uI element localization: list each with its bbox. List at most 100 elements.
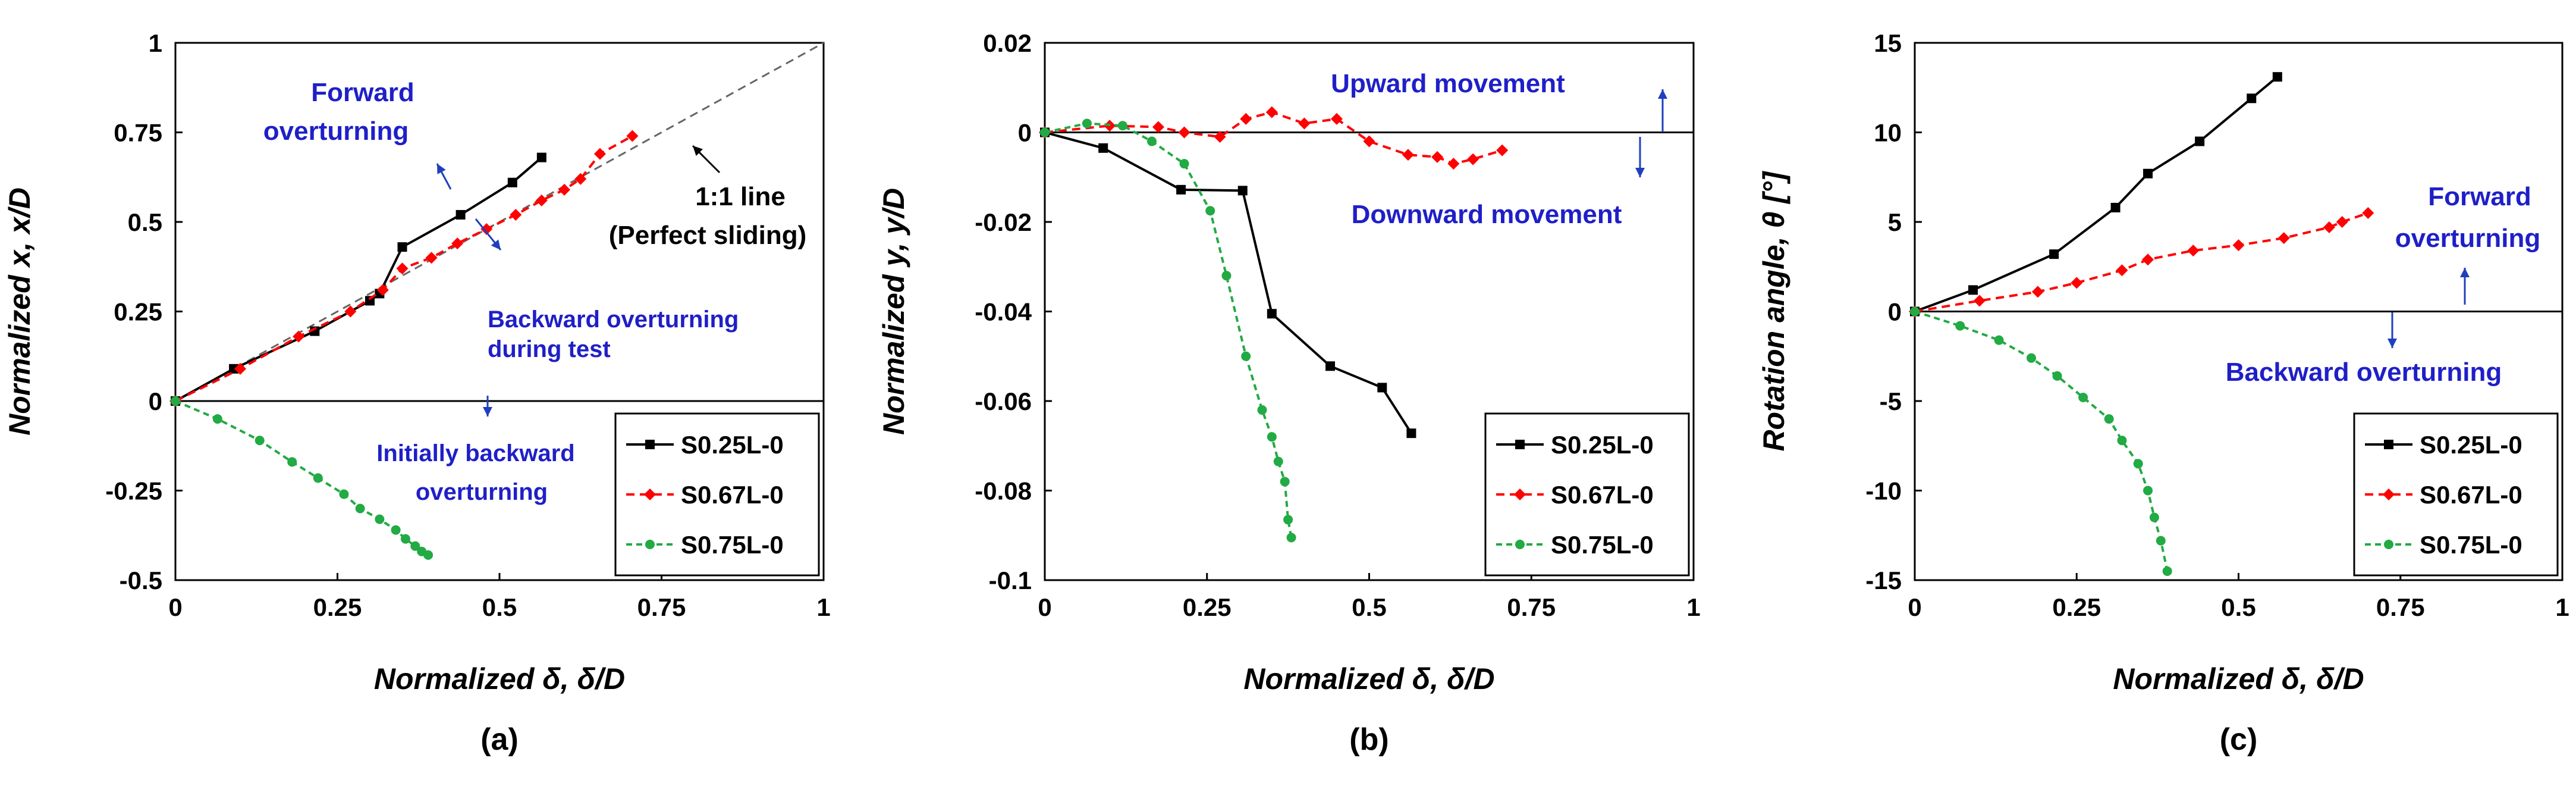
data-point bbox=[397, 242, 407, 252]
data-point bbox=[1325, 361, 1336, 371]
data-point bbox=[1994, 335, 2004, 345]
legend: S0.25L-0 S0.67L-0 S0.75L-0 bbox=[1484, 412, 1690, 577]
data-point bbox=[229, 364, 239, 374]
annotation-forward: overturning bbox=[2395, 224, 2540, 253]
data-point bbox=[1214, 131, 1226, 143]
x-tick-label: 0 bbox=[1908, 593, 1921, 621]
data-point bbox=[400, 534, 410, 544]
data-point bbox=[2104, 414, 2114, 424]
annotation-one-to-one: 1:1 line bbox=[695, 182, 786, 211]
series-s025l-0 bbox=[1040, 127, 1416, 439]
data-point bbox=[1117, 121, 1127, 131]
annotation-forward: Forward bbox=[2428, 182, 2531, 211]
y-tick-label: -0.25 bbox=[105, 477, 162, 505]
panel-c: 0 0.25 0.5 0.75 1 -15 -10 -5 0 5 10 15 Normalized δ,… bbox=[1757, 29, 2569, 757]
data-point bbox=[1040, 127, 1050, 137]
x-tick-label: 0.25 bbox=[313, 593, 362, 621]
data-point bbox=[593, 148, 606, 160]
data-point bbox=[2110, 202, 2121, 212]
data-point bbox=[507, 177, 517, 187]
series-s075l-0 bbox=[171, 396, 433, 560]
annotation-initially-backward: Initially backward bbox=[376, 440, 574, 466]
legend-marker bbox=[1515, 440, 1525, 449]
legend-marker bbox=[1514, 488, 1526, 500]
data-point bbox=[410, 541, 420, 551]
legend-marker bbox=[2383, 488, 2395, 500]
data-point bbox=[2071, 277, 2083, 289]
x-tick-label: 0.5 bbox=[1352, 593, 1386, 621]
y-axis-label: Normalized x, x/D bbox=[3, 187, 36, 436]
forward-arrow-head bbox=[437, 164, 446, 174]
x-tick-label: 0 bbox=[168, 593, 182, 621]
annotation-initially-backward: overturning bbox=[416, 479, 548, 505]
backward-arrow bbox=[2387, 312, 2397, 348]
data-point bbox=[1179, 159, 1189, 169]
data-point bbox=[2247, 93, 2257, 104]
data-point bbox=[1955, 321, 1965, 331]
legend-marker bbox=[645, 540, 655, 549]
data-point bbox=[480, 223, 493, 236]
x-tick-label: 0.5 bbox=[2221, 593, 2255, 621]
legend-entry: S0.75L-0 bbox=[681, 531, 784, 559]
data-point bbox=[1402, 149, 1414, 161]
series-line bbox=[175, 400, 429, 556]
data-point bbox=[355, 503, 365, 513]
data-point bbox=[376, 284, 389, 296]
data-point bbox=[2031, 286, 2044, 298]
y-tick-label: 0.02 bbox=[983, 29, 1032, 57]
data-point bbox=[2116, 264, 2128, 277]
legend-marker bbox=[644, 488, 656, 500]
x-axis-label: Normalized δ, δ/D bbox=[374, 662, 625, 696]
data-point bbox=[2133, 459, 2143, 469]
series-s025l-0 bbox=[171, 152, 546, 406]
y-tick-label: -0.5 bbox=[120, 566, 162, 594]
series-s067l-0 bbox=[169, 130, 639, 407]
y-axis-label: Normalized y, y/D bbox=[877, 188, 910, 435]
legend-entry: S0.25L-0 bbox=[681, 431, 784, 459]
backward-arrow-head bbox=[2387, 339, 2397, 348]
panel-a: 0 0.25 0.5 0.75 1 -0.5 -0.25 0 0.25 0.5 0.75 1 Norma… bbox=[3, 29, 831, 757]
y-tick-label: 0 bbox=[1888, 298, 1902, 326]
data-point bbox=[2078, 392, 2088, 402]
series-line bbox=[1914, 76, 2279, 313]
data-point bbox=[1240, 112, 1252, 125]
upward-arrow-head bbox=[1658, 89, 1667, 99]
data-point bbox=[1283, 515, 1293, 525]
y-tick-label: -0.02 bbox=[975, 208, 1032, 236]
data-point bbox=[1267, 432, 1277, 442]
y-tick-label: -0.04 bbox=[975, 298, 1032, 326]
data-point bbox=[1205, 206, 1215, 216]
data-point bbox=[2142, 253, 2154, 266]
initially-backward-arrow-head bbox=[483, 407, 492, 417]
one-to-one-pointer bbox=[692, 145, 721, 174]
data-point bbox=[2027, 353, 2037, 363]
x-axis-label: Normalized δ, δ/D bbox=[1243, 662, 1494, 696]
annotation-forward: overturning bbox=[263, 117, 409, 146]
data-point bbox=[1098, 143, 1108, 153]
data-point bbox=[391, 525, 401, 535]
legend-marker bbox=[2384, 440, 2393, 449]
y-tick-label: -15 bbox=[1865, 566, 1902, 594]
data-point bbox=[1273, 456, 1283, 466]
upward-arrow bbox=[1658, 89, 1667, 132]
data-point bbox=[510, 208, 522, 221]
y-tick-label: 0.25 bbox=[114, 298, 162, 326]
legend-marker bbox=[645, 440, 655, 449]
annotation-backward: Backward overturning bbox=[488, 306, 739, 333]
data-point bbox=[455, 209, 466, 220]
legend-entry: S0.75L-0 bbox=[2420, 531, 2522, 559]
data-point bbox=[1910, 306, 1920, 317]
legend-entry: S0.25L-0 bbox=[1551, 431, 1654, 459]
panel-b: 0 0.25 0.5 0.75 1 -0.1 -0.08 -0.06 -0.04 -0.02 0 0.… bbox=[877, 29, 1701, 757]
data-point bbox=[1286, 533, 1296, 543]
legend-marker bbox=[2384, 540, 2393, 549]
annotation-downward: Downward movement bbox=[1352, 200, 1622, 229]
data-point bbox=[1237, 186, 1248, 196]
data-point bbox=[339, 489, 349, 499]
y-tick-label: -5 bbox=[1880, 387, 1902, 415]
data-point bbox=[2195, 136, 2205, 146]
data-point bbox=[287, 457, 297, 467]
legend-entry: S0.67L-0 bbox=[681, 481, 784, 509]
data-point bbox=[1178, 126, 1190, 139]
